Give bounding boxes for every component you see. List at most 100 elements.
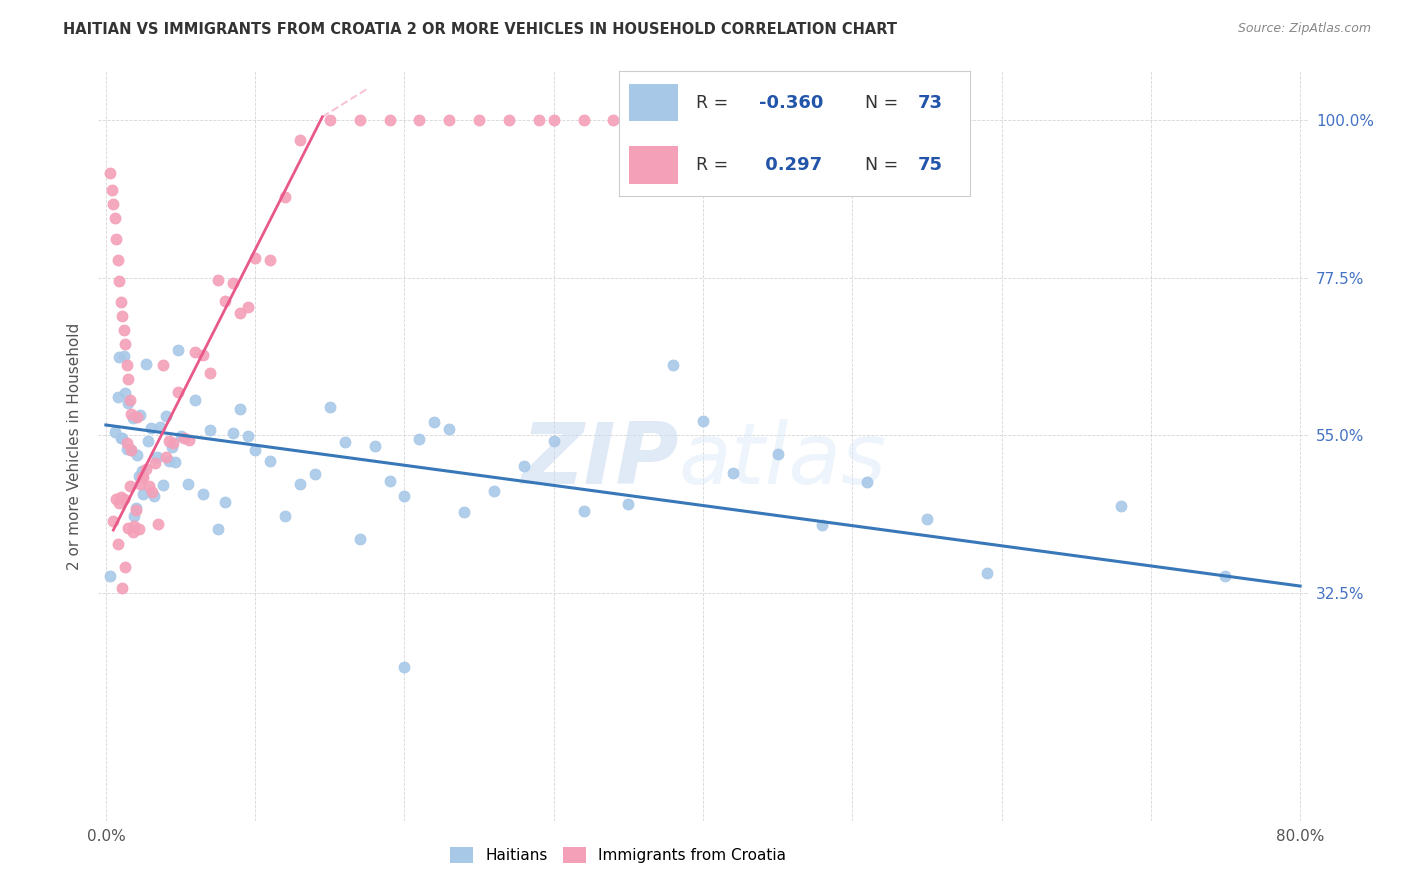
Point [288, 133, 311, 147]
Text: atlas: atlas [679, 419, 887, 502]
Point [110, 491, 132, 505]
Point [692, 415, 714, 429]
FancyBboxPatch shape [630, 84, 678, 121]
Point [214, 494, 236, 508]
Point [103, 515, 125, 529]
Point [915, 512, 938, 526]
Point [104, 425, 127, 440]
Point [482, 484, 505, 499]
Point [110, 295, 132, 310]
Text: Source: ZipAtlas.com: Source: ZipAtlas.com [1237, 22, 1371, 36]
Point [319, 113, 342, 128]
Point [163, 455, 186, 469]
Point [191, 348, 214, 362]
Point [498, 113, 520, 128]
Point [543, 113, 565, 128]
Point [131, 470, 153, 484]
Point [152, 478, 174, 492]
Point [453, 504, 475, 518]
Point [976, 566, 998, 581]
Text: 73: 73 [917, 94, 942, 112]
Point [633, 113, 655, 128]
Point [108, 351, 131, 365]
Point [129, 477, 152, 491]
Point [162, 435, 184, 450]
Point [166, 343, 188, 358]
Point [108, 275, 131, 289]
Point [169, 428, 191, 442]
Point [152, 358, 174, 372]
Point [200, 423, 222, 437]
Point [173, 431, 195, 445]
Point [117, 521, 139, 535]
Point [721, 113, 744, 128]
Point [128, 468, 150, 483]
Point [207, 522, 229, 536]
Point [127, 448, 149, 462]
Point [378, 474, 401, 488]
Point [274, 509, 297, 524]
Point [131, 464, 153, 478]
Point [117, 372, 139, 386]
Point [107, 253, 129, 268]
Point [122, 519, 145, 533]
Point [394, 489, 416, 503]
Point [177, 477, 200, 491]
Point [135, 462, 157, 476]
Point [139, 421, 162, 435]
Point [229, 402, 252, 417]
Point [121, 410, 143, 425]
Point [111, 431, 134, 445]
Point [236, 429, 259, 443]
Point [114, 560, 136, 574]
FancyBboxPatch shape [630, 146, 678, 184]
Point [155, 450, 177, 464]
Text: HAITIAN VS IMMIGRANTS FROM CROATIA 2 OR MORE VEHICLES IN HOUSEHOLD CORRELATION C: HAITIAN VS IMMIGRANTS FROM CROATIA 2 OR … [63, 22, 897, 37]
Point [105, 491, 128, 506]
Text: ZIP: ZIP [522, 419, 679, 502]
Point [333, 434, 356, 449]
Point [184, 345, 207, 359]
Point [118, 442, 141, 457]
Point [145, 450, 167, 464]
Point [766, 447, 789, 461]
Point [138, 479, 160, 493]
Point [319, 400, 342, 414]
Point [98, 568, 121, 582]
Point [527, 113, 550, 128]
Point [166, 384, 188, 399]
Point [149, 420, 172, 434]
Point [543, 434, 565, 448]
Point [513, 459, 536, 474]
Point [132, 487, 155, 501]
Point [288, 477, 311, 491]
Point [107, 536, 129, 550]
Point [191, 486, 214, 500]
Point [112, 323, 135, 337]
Point [157, 454, 180, 468]
Point [112, 349, 135, 363]
Y-axis label: 2 or more Vehicles in Household: 2 or more Vehicles in Household [67, 322, 83, 570]
Text: R =: R = [696, 94, 728, 112]
Point [120, 408, 142, 422]
Point [378, 113, 401, 128]
Point [856, 475, 879, 489]
Point [408, 113, 430, 128]
Point [103, 197, 125, 211]
Legend: Haitians, Immigrants from Croatia: Haitians, Immigrants from Croatia [444, 841, 793, 869]
Point [662, 359, 685, 373]
Point [112, 491, 135, 506]
Point [98, 166, 121, 180]
Point [118, 479, 141, 493]
Point [811, 113, 834, 128]
Point [222, 277, 245, 291]
Point [439, 422, 461, 436]
Point [122, 508, 145, 523]
Point [101, 183, 124, 197]
Point [111, 582, 134, 596]
Point [127, 410, 149, 425]
Point [200, 367, 222, 381]
Point [141, 485, 163, 500]
Point [114, 385, 136, 400]
Point [160, 440, 183, 454]
